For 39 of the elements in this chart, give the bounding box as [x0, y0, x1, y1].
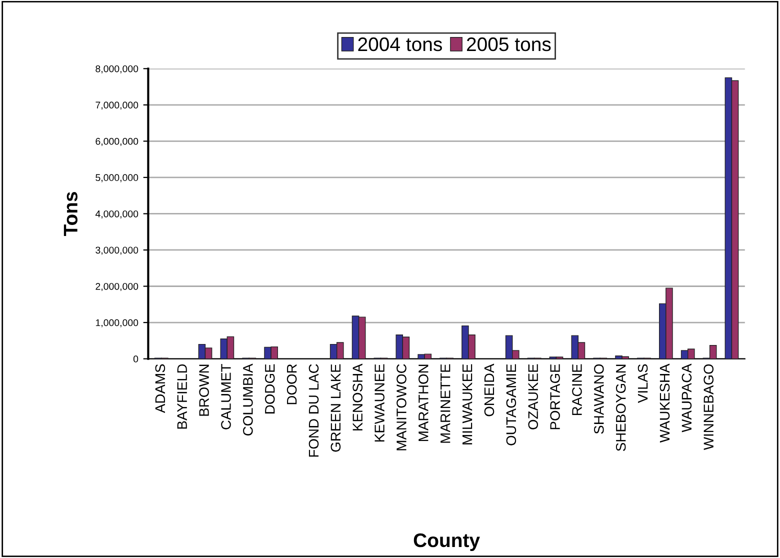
y-tick-label: 6,000,000: [96, 138, 138, 146]
y-tick-label: 4,000,000: [95, 210, 138, 218]
x-tick-label: PORTAGE: [550, 364, 560, 430]
x-tick-label: GREEN LAKE: [330, 364, 341, 452]
x-tick-label: KENOSHA: [352, 364, 363, 430]
x-tick-label: OZAUKEE: [528, 364, 538, 430]
x-tick-label: MARINETTE: [440, 364, 450, 443]
x-tick-label: FOND DU LAC: [308, 364, 319, 457]
y-tick-label: 8,000,000: [96, 65, 138, 74]
x-tick-label: SHEBOYGAN: [616, 364, 626, 452]
x-tick-label: BROWN: [199, 364, 209, 416]
x-tick-label: MANITOWOC: [396, 364, 406, 450]
x-tick-label: WAUPACA: [682, 364, 692, 432]
x-tick-label: DOOR: [286, 364, 297, 404]
x-tick-label: VILAS: [638, 364, 648, 403]
y-tick-label: 3,000,000: [96, 246, 138, 255]
x-tick-label: ADAMS: [155, 364, 166, 414]
x-tick-label: DODGE: [264, 364, 275, 414]
x-tick-label: WAUKESHA: [660, 364, 670, 443]
legend-label: 2005 tons: [466, 37, 551, 52]
x-tick-label: WINNEBAGO: [704, 364, 714, 450]
x-tick-label: RACINE: [572, 364, 582, 415]
y-tick-label: 7,000,000: [96, 102, 138, 110]
x-tick-label: SHAWANO: [594, 364, 604, 434]
legend-label: 2004 tons: [358, 37, 442, 52]
x-tick-label: MILWAUKEE: [462, 364, 472, 444]
y-tick-label: 0: [133, 356, 138, 362]
x-tick-label: COLUMBIA: [243, 364, 253, 436]
x-tick-label: ONEIDA: [484, 364, 494, 416]
y-axis-title: Tons: [64, 192, 78, 236]
x-tick-label: MARATHON: [418, 364, 428, 441]
x-tick-label: BAYFIELD: [177, 364, 187, 429]
x-tick-label: KEWAUNEE: [374, 364, 384, 442]
x-axis-title: County: [414, 533, 480, 552]
y-tick-label: 1,000,000: [96, 319, 138, 328]
x-tick-label: CALUMET: [221, 364, 231, 430]
x-tick-label: OUTAGAMIE: [506, 364, 516, 446]
y-tick-label: 5,000,000: [96, 174, 138, 182]
y-tick-label: 2,000,000: [96, 282, 138, 292]
